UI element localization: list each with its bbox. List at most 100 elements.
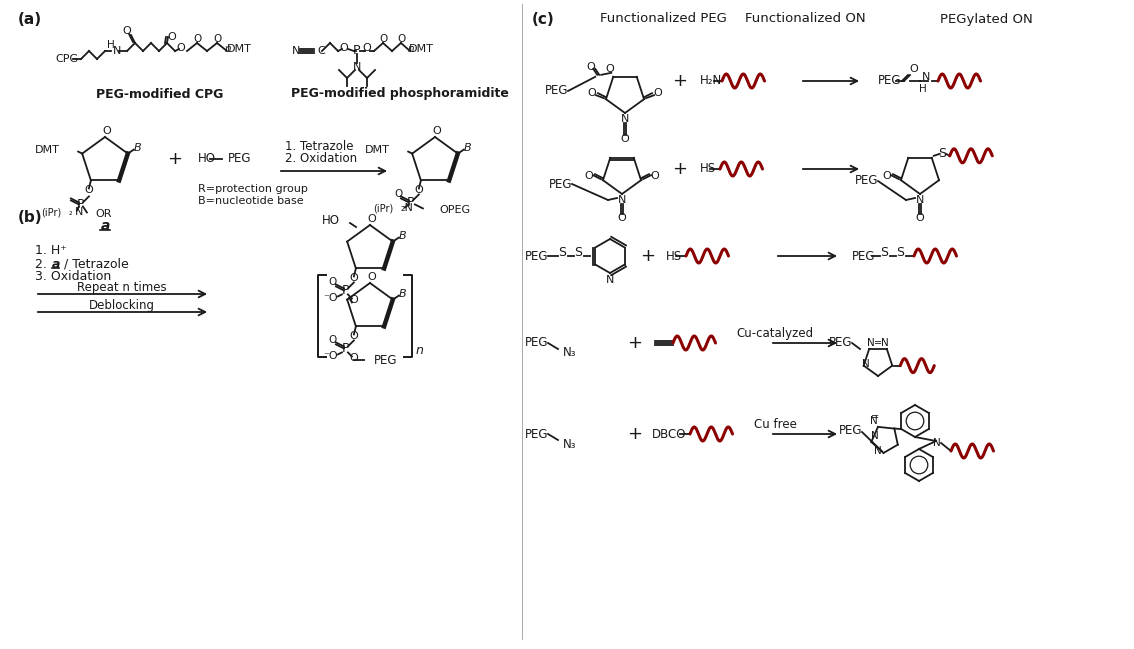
Text: 2. Oxidation: 2. Oxidation: [285, 153, 357, 165]
Text: O: O: [349, 354, 358, 363]
Text: B: B: [399, 230, 407, 241]
Text: PEG-modified phosphoramidite: PEG-modified phosphoramidite: [291, 88, 509, 101]
Text: O: O: [397, 34, 405, 44]
Text: P: P: [354, 45, 361, 58]
Text: N₃: N₃: [562, 347, 576, 360]
Text: O: O: [415, 186, 423, 195]
Text: (iPr): (iPr): [41, 208, 61, 217]
Text: O: O: [651, 171, 659, 181]
Text: OPEG: OPEG: [439, 206, 469, 215]
Text: 3. Oxidation: 3. Oxidation: [35, 271, 111, 284]
Text: O: O: [329, 277, 337, 288]
Text: N: N: [618, 195, 626, 205]
Text: O: O: [213, 34, 221, 44]
Text: DMT: DMT: [365, 145, 390, 154]
Text: PEG: PEG: [855, 175, 878, 188]
Text: PEG: PEG: [525, 249, 548, 262]
Text: DMT: DMT: [35, 145, 60, 154]
Text: PEG-modified CPG: PEG-modified CPG: [96, 88, 223, 101]
Text: B: B: [464, 143, 472, 153]
Text: CPG: CPG: [56, 54, 78, 64]
Text: O: O: [653, 88, 662, 98]
Text: +: +: [168, 150, 183, 168]
Text: O: O: [585, 171, 593, 181]
Text: PEG: PEG: [544, 84, 568, 97]
Text: H: H: [920, 84, 926, 94]
Text: ⁻O: ⁻O: [323, 293, 338, 304]
Text: Functionalized ON: Functionalized ON: [745, 12, 865, 25]
Text: N₃: N₃: [562, 437, 576, 450]
Text: O: O: [882, 171, 891, 181]
Text: Cu free: Cu free: [754, 417, 796, 430]
Text: P: P: [342, 342, 349, 355]
Text: +: +: [627, 334, 643, 352]
Text: B=nucleotide base: B=nucleotide base: [198, 196, 304, 206]
Text: PEG: PEG: [829, 336, 852, 350]
Text: O: O: [367, 272, 376, 282]
Text: N: N: [873, 446, 881, 456]
Text: PEG: PEG: [549, 177, 572, 191]
Text: O: O: [349, 273, 358, 284]
Text: R=protection group: R=protection group: [198, 184, 307, 194]
Text: PEG: PEG: [525, 428, 548, 441]
Text: n: n: [408, 44, 414, 54]
Text: Deblocking: Deblocking: [88, 299, 155, 312]
Text: HS: HS: [666, 249, 683, 262]
Text: B: B: [134, 143, 142, 153]
Text: O: O: [915, 213, 924, 223]
Text: P: P: [342, 284, 349, 297]
Text: S: S: [558, 247, 566, 260]
Text: HS: HS: [700, 162, 717, 175]
Text: O: O: [349, 295, 358, 306]
Text: Cu-catalyzed: Cu-catalyzed: [736, 326, 813, 339]
Text: =: =: [871, 412, 879, 422]
Text: O: O: [620, 134, 629, 144]
Text: (c): (c): [532, 12, 555, 27]
Text: N: N: [870, 416, 878, 426]
Text: ⁻O: ⁻O: [323, 351, 338, 361]
Text: PEG: PEG: [525, 336, 548, 350]
Text: O: O: [329, 336, 337, 345]
Text: (a): (a): [18, 12, 42, 27]
Text: O: O: [168, 32, 177, 42]
Text: N: N: [933, 438, 941, 448]
Text: H₂N: H₂N: [700, 75, 722, 88]
Text: O: O: [85, 186, 93, 195]
Text: PEGylated ON: PEGylated ON: [940, 12, 1033, 25]
Text: O: O: [606, 64, 615, 74]
Text: DMT: DMT: [408, 44, 433, 54]
Text: B: B: [399, 289, 407, 299]
Text: O: O: [193, 34, 201, 44]
Text: S: S: [938, 147, 946, 160]
Text: DMT: DMT: [227, 44, 252, 54]
Text: Functionalized PEG: Functionalized PEG: [600, 12, 727, 25]
Text: (iPr): (iPr): [373, 203, 392, 214]
Text: HO: HO: [322, 215, 340, 228]
Text: ₂N: ₂N: [401, 203, 414, 214]
Text: H: H: [107, 40, 115, 50]
Text: n: n: [225, 44, 231, 54]
Text: PEG: PEG: [374, 354, 397, 367]
Text: O: O: [363, 43, 371, 53]
Text: a: a: [100, 219, 110, 234]
Text: HO: HO: [198, 153, 215, 165]
Text: a: a: [52, 258, 60, 271]
Text: O: O: [587, 88, 596, 98]
Text: 1. H⁺: 1. H⁺: [35, 245, 67, 258]
Text: PEG: PEG: [228, 153, 252, 165]
Text: P: P: [77, 198, 85, 211]
Text: O: O: [395, 190, 403, 199]
Text: (b): (b): [18, 210, 43, 225]
Text: P: P: [407, 196, 415, 209]
Text: PEG: PEG: [838, 424, 862, 437]
Text: S: S: [880, 247, 888, 260]
Text: N: N: [353, 62, 362, 72]
Text: / Tetrazole: / Tetrazole: [60, 258, 129, 271]
Text: 1. Tetrazole: 1. Tetrazole: [285, 140, 354, 154]
Text: O: O: [177, 43, 185, 53]
Text: Repeat n times: Repeat n times: [77, 280, 167, 293]
Text: S: S: [574, 247, 582, 260]
Text: 2.: 2.: [35, 258, 51, 271]
Text: +: +: [627, 425, 643, 443]
Text: N: N: [113, 46, 121, 56]
